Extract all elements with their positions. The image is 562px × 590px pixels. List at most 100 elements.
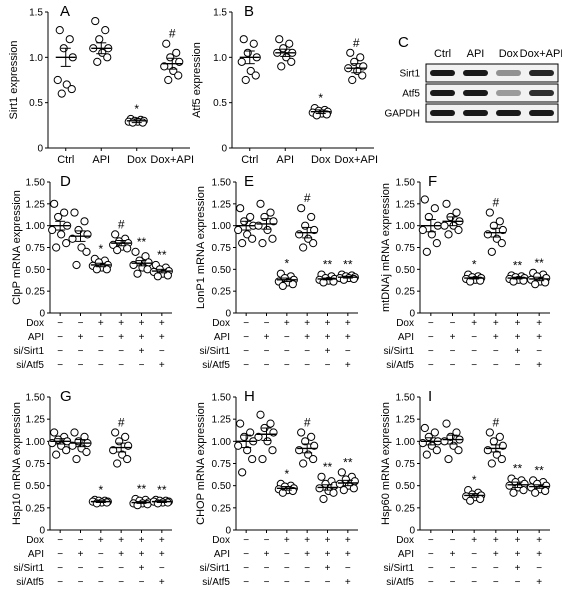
data-point — [541, 486, 550, 496]
data-point — [256, 410, 265, 419]
treatment-cell: − — [264, 563, 270, 574]
data-point — [483, 446, 492, 455]
x-category-label: API — [276, 154, 294, 166]
y-tick-label: 1.25 — [212, 415, 232, 426]
blot-strip — [425, 103, 559, 123]
treatment-cell: − — [264, 577, 270, 588]
treatment-cell: − — [471, 563, 477, 574]
treatment-cell: + — [450, 549, 456, 560]
data-point — [254, 221, 263, 230]
treatment-cell: − — [98, 549, 104, 560]
data-point — [263, 225, 272, 235]
y-axis-label: Sirt1 expression — [8, 41, 20, 120]
treatment-cell: − — [57, 563, 63, 574]
blot-band — [430, 90, 455, 96]
data-point — [113, 246, 122, 255]
data-point — [144, 258, 153, 267]
data-point — [452, 428, 461, 437]
x-category-label: Dox — [127, 154, 147, 166]
y-tick-label: 1.5 — [213, 8, 227, 19]
treatment-row-label: API — [28, 549, 44, 560]
y-tick-label: 0 — [409, 526, 415, 537]
treatment-cell: + — [139, 563, 145, 574]
y-axis-label: Atf5 expression — [191, 42, 203, 118]
blot-band — [529, 70, 554, 76]
treatment-cell: − — [428, 360, 434, 371]
treatment-cell: + — [536, 318, 542, 329]
treatment-cell: − — [57, 535, 63, 546]
significance-mark: ** — [343, 258, 353, 272]
treatment-row-label: Dox — [396, 318, 414, 329]
data-point — [444, 454, 453, 464]
y-tick-label: 1.25 — [26, 415, 46, 426]
treatment-cell: − — [139, 360, 145, 371]
treatment-cell: − — [493, 563, 499, 574]
y-tick-label: 0 — [39, 309, 45, 320]
treatment-cell: + — [118, 535, 124, 546]
data-point — [263, 437, 272, 446]
data-point — [346, 48, 355, 57]
data-point — [101, 26, 110, 35]
significance-mark: # — [353, 36, 360, 50]
treatment-cell: − — [118, 360, 124, 371]
data-point — [82, 447, 91, 457]
data-point — [239, 35, 248, 44]
significance-mark: # — [169, 27, 176, 41]
band-label: Sirt1 — [399, 69, 420, 80]
significance-mark: * — [134, 102, 139, 116]
treatment-cell: + — [536, 577, 542, 588]
data-point — [115, 437, 124, 446]
x-category-label: Dox+API — [334, 154, 378, 166]
data-point — [72, 260, 81, 270]
y-axis-label: LonP1 mRNA expression — [195, 186, 207, 309]
data-point — [466, 496, 475, 505]
treatment-cell: − — [304, 563, 310, 574]
treatment-row-label: si/Sirt1 — [13, 563, 44, 574]
treatment-cell: − — [450, 577, 456, 588]
significance-mark: ** — [513, 462, 523, 476]
data-point — [72, 454, 81, 464]
blot-band — [529, 110, 554, 116]
y-tick-label: 0.75 — [212, 459, 232, 470]
y-tick-label: 1.00 — [396, 221, 416, 232]
data-point — [131, 247, 140, 256]
data-point — [350, 57, 359, 66]
y-tick-label: 1.0 — [29, 53, 43, 64]
data-point — [505, 481, 514, 490]
treatment-cell: + — [325, 346, 331, 357]
treatment-cell: − — [78, 360, 84, 371]
data-point — [175, 57, 184, 66]
data-point — [238, 239, 247, 248]
data-point — [62, 80, 71, 89]
treatment-cell: − — [98, 577, 104, 588]
treatment-cell: − — [78, 577, 84, 588]
treatment-row-label: si/Atf5 — [202, 577, 230, 588]
data-point — [275, 35, 284, 44]
significance-mark: # — [118, 217, 125, 231]
data-point — [268, 446, 277, 455]
data-point — [519, 486, 528, 495]
treatment-cell: + — [139, 332, 145, 343]
data-point — [424, 212, 433, 222]
data-point — [295, 446, 304, 455]
panel-e: E 0 0.25 0.50 0.75 1.00 1.25 1.50 LonP1 mRNA exp… — [195, 173, 359, 371]
treatment-cell: − — [428, 535, 434, 546]
y-tick-label: 1.50 — [396, 178, 416, 189]
y-tick-label: 0.25 — [396, 503, 416, 514]
y-tick-label: 1.00 — [26, 221, 46, 232]
data-point — [111, 230, 120, 239]
blot-band — [496, 70, 521, 76]
y-tick-label: 0.75 — [26, 243, 46, 254]
treatment-cell: + — [345, 535, 351, 546]
y-tick-label: 0.75 — [396, 243, 416, 254]
data-point — [266, 208, 275, 217]
treatment-cell: − — [243, 360, 249, 371]
blot-band — [463, 110, 488, 116]
data-point — [307, 212, 316, 222]
treatment-cell: − — [471, 549, 477, 560]
treatment-cell: − — [264, 346, 270, 357]
y-tick-label: 1.50 — [26, 178, 46, 189]
data-point — [50, 428, 59, 437]
data-point — [163, 271, 172, 280]
